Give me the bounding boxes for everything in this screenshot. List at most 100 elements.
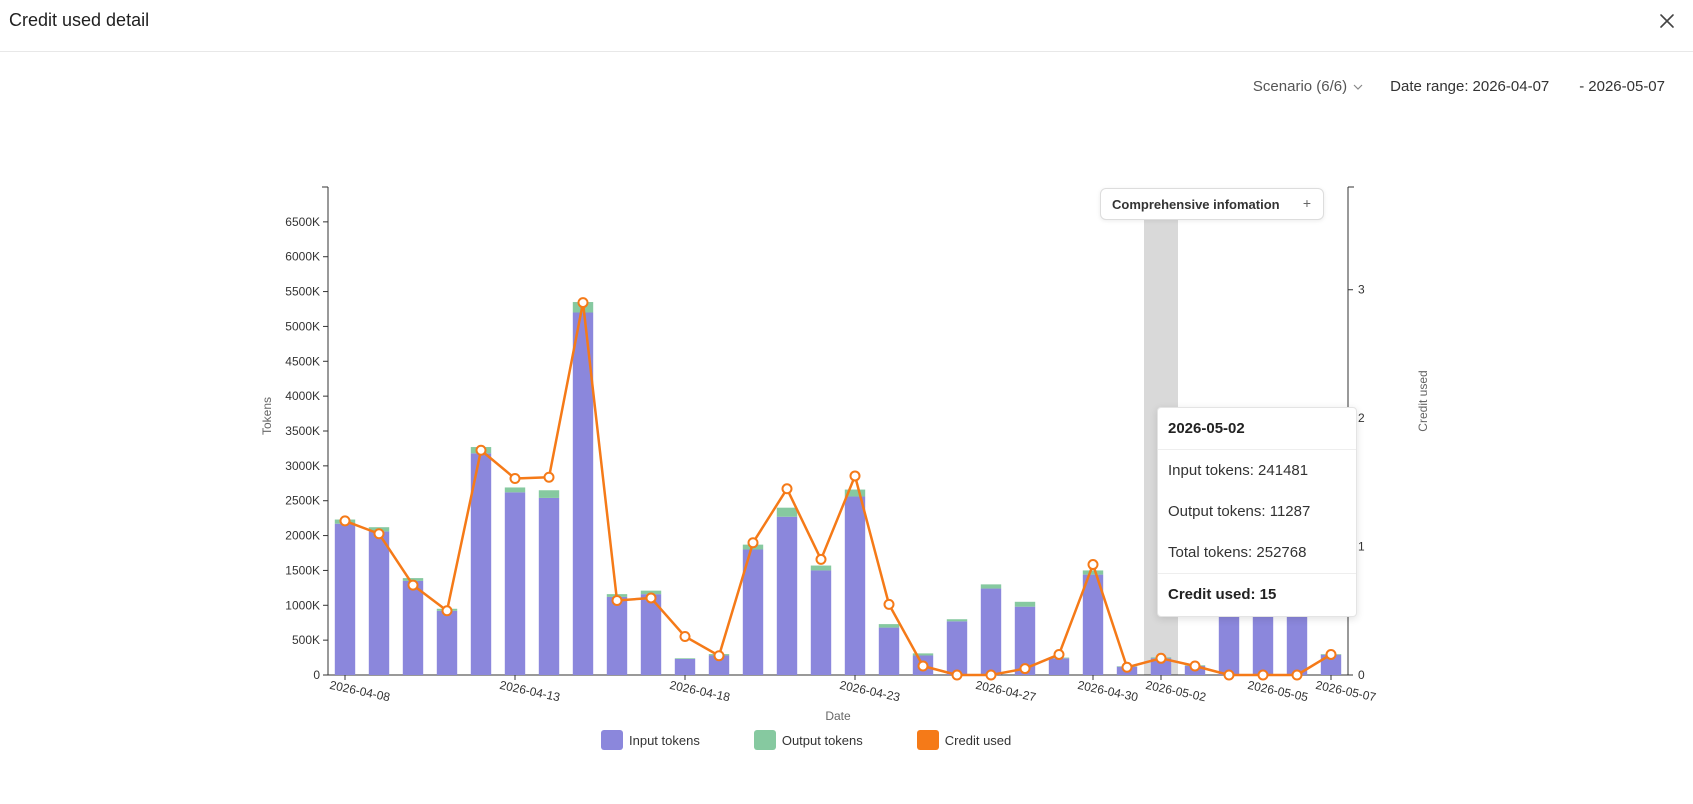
credit-used-point[interactable]	[1257, 669, 1269, 681]
y-left-tick-label: 5000K	[285, 319, 320, 333]
bar-output-tokens[interactable]	[878, 624, 900, 628]
bar-input-tokens[interactable]	[368, 531, 390, 675]
credit-used-point[interactable]	[475, 444, 487, 456]
scenario-dropdown[interactable]: Scenario (6/6)	[1253, 78, 1364, 95]
credit-used-point[interactable]	[1223, 669, 1235, 681]
credit-used-point[interactable]	[407, 579, 419, 591]
bar-input-tokens[interactable]	[878, 627, 900, 675]
bar-input-tokens[interactable]	[470, 453, 492, 675]
x-tick-label: 2026-05-02	[1144, 678, 1207, 705]
y-right-tick-label: 1	[1358, 540, 1365, 554]
bar-output-tokens[interactable]	[538, 490, 560, 498]
credit-used-point[interactable]	[1291, 669, 1303, 681]
credit-used-point[interactable]	[815, 553, 827, 565]
bar-input-tokens[interactable]	[1048, 658, 1070, 675]
tooltip-output-tokens: Output tokens: 11287	[1168, 503, 1311, 520]
bar-input-tokens[interactable]	[606, 596, 628, 675]
credit-used-point[interactable]	[611, 595, 623, 607]
bar-input-tokens[interactable]	[946, 621, 968, 675]
y-left-tick-label: 1500K	[285, 563, 320, 577]
credit-used-point[interactable]	[883, 598, 895, 610]
bar-input-tokens[interactable]	[334, 523, 356, 675]
x-tick-label: 2026-04-13	[498, 678, 561, 705]
date-range-separator: -	[1579, 78, 1585, 95]
credit-used-point[interactable]	[339, 515, 351, 527]
credit-used-point[interactable]	[441, 605, 453, 617]
bar-output-tokens[interactable]	[776, 507, 798, 517]
credit-used-point[interactable]	[781, 483, 793, 495]
y-right-tick-label: 3	[1358, 283, 1365, 297]
credit-used-point[interactable]	[645, 592, 657, 604]
credit-used-point[interactable]	[985, 669, 997, 681]
credit-used-point[interactable]	[1325, 648, 1337, 660]
credit-used-point[interactable]	[543, 471, 555, 483]
y-left-tick-label: 4000K	[285, 389, 320, 403]
close-icon[interactable]	[1655, 9, 1679, 33]
x-tick-label: 2026-04-27	[974, 678, 1037, 705]
chart-tooltip: 2026-05-02 Input tokens: 241481 Output t…	[1157, 407, 1357, 617]
credit-used-point[interactable]	[509, 473, 521, 485]
date-start-input[interactable]: 2026-04-07	[1472, 78, 1550, 95]
x-axis-title: Date	[825, 709, 851, 723]
bar-output-tokens[interactable]	[844, 489, 866, 497]
legend-swatch-input	[601, 730, 623, 750]
y-right-tick-label: 2	[1358, 411, 1365, 425]
legend-label-credit: Credit used	[944, 732, 1012, 748]
bar-input-tokens[interactable]	[436, 610, 458, 675]
bar-output-tokens[interactable]	[980, 584, 1002, 589]
plus-icon: +	[1302, 195, 1311, 211]
x-tick-label: 2026-05-05	[1246, 678, 1309, 705]
bar-output-tokens[interactable]	[946, 619, 968, 622]
bar-output-tokens[interactable]	[1082, 570, 1104, 575]
tooltip-input-tokens: Input tokens: 241481	[1168, 462, 1309, 479]
x-tick-label: 2026-04-30	[1076, 678, 1139, 705]
bar-output-tokens[interactable]	[1014, 601, 1036, 607]
bar-input-tokens[interactable]	[674, 658, 696, 675]
credit-used-point[interactable]	[713, 650, 725, 662]
credit-used-point[interactable]	[1121, 661, 1133, 673]
y-right-axis-title: Credit used	[1416, 370, 1430, 431]
bar-input-tokens[interactable]	[1082, 574, 1104, 675]
credit-used-point[interactable]	[747, 537, 759, 549]
credit-used-point[interactable]	[1189, 660, 1201, 672]
bar-input-tokens[interactable]	[980, 588, 1002, 675]
bar-input-tokens[interactable]	[844, 496, 866, 675]
bar-output-tokens[interactable]	[674, 658, 696, 659]
bar-input-tokens[interactable]	[402, 580, 424, 675]
credit-used-point[interactable]	[1155, 652, 1167, 664]
bar-output-tokens[interactable]	[504, 487, 526, 493]
bar-input-tokens[interactable]	[504, 492, 526, 675]
x-tick-label: 2026-05-07	[1314, 678, 1377, 705]
legend-output-tokens[interactable]: Output tokens	[753, 730, 863, 750]
bar-output-tokens[interactable]	[912, 653, 934, 656]
bar-input-tokens[interactable]	[538, 497, 560, 675]
legend-credit-used[interactable]: Credit used	[916, 730, 1012, 750]
date-end-input[interactable]: 2026-05-07	[1588, 78, 1665, 95]
credit-used-point[interactable]	[849, 470, 861, 482]
legend-input-tokens[interactable]: Input tokens	[601, 730, 700, 750]
dialog-header: Credit used detail	[0, 0, 1693, 52]
credit-used-point[interactable]	[1019, 663, 1031, 675]
legend-label-output: Output tokens	[781, 732, 863, 748]
date-range-picker: Date range: 2026-04-07 - 2026-05-07	[1390, 78, 1665, 95]
bar-input-tokens[interactable]	[810, 570, 832, 675]
bar-input-tokens[interactable]	[776, 516, 798, 675]
credit-used-point[interactable]	[1087, 559, 1099, 571]
y-left-tick-label: 1000K	[285, 598, 320, 612]
credit-used-point[interactable]	[1053, 648, 1065, 660]
bar-output-tokens[interactable]	[810, 565, 832, 571]
scenario-label: Scenario (6/6)	[1252, 78, 1348, 95]
credit-used-point[interactable]	[373, 528, 385, 540]
bar-input-tokens[interactable]	[572, 312, 594, 675]
y-left-tick-label: 6500K	[285, 215, 320, 229]
y-left-tick-label: 5500K	[285, 285, 320, 299]
credit-used-point[interactable]	[917, 660, 929, 672]
bar-input-tokens[interactable]	[640, 594, 662, 675]
bar-input-tokens[interactable]	[742, 549, 764, 675]
credit-used-point[interactable]	[679, 630, 691, 642]
comprehensive-info-button[interactable]: Comprehensive infomation +	[1100, 188, 1324, 220]
y-left-tick-label: 3500K	[285, 424, 320, 438]
credit-used-point[interactable]	[951, 669, 963, 681]
credit-used-point[interactable]	[577, 297, 589, 309]
